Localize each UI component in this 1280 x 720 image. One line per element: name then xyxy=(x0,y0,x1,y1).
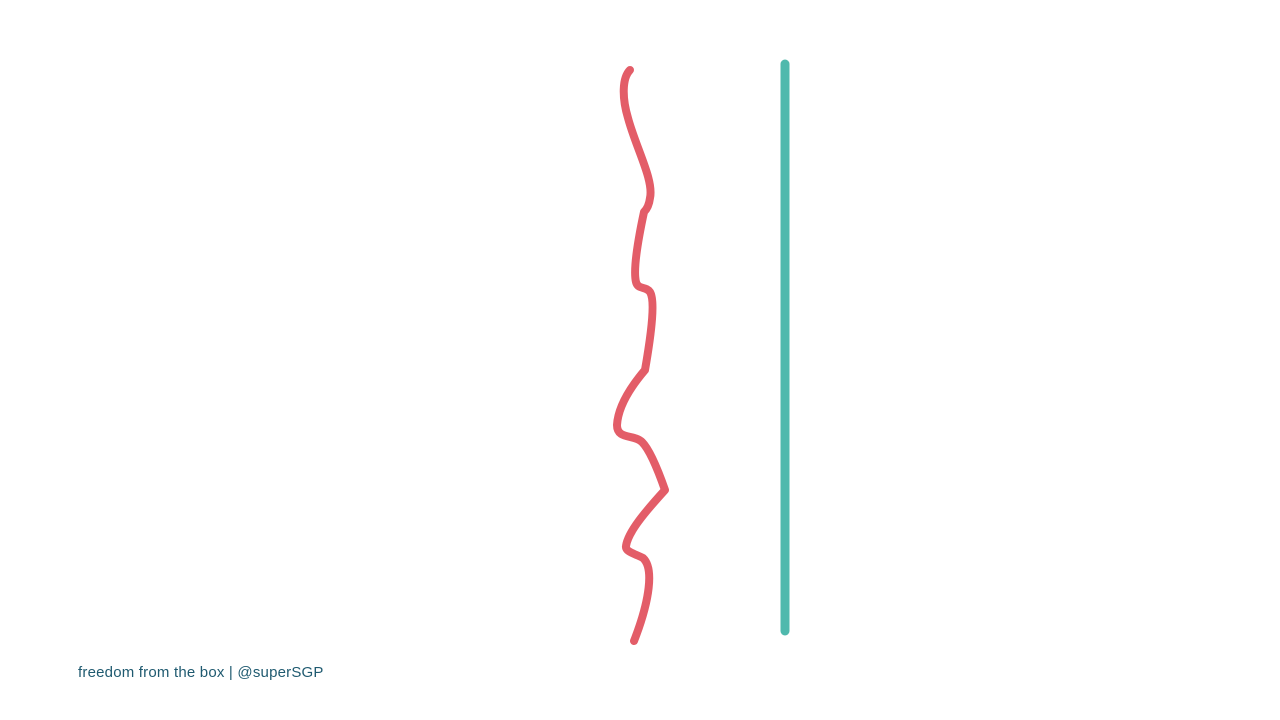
wavy-line xyxy=(613,66,669,645)
footer-credit: freedom from the box | @superSGP xyxy=(78,664,324,681)
